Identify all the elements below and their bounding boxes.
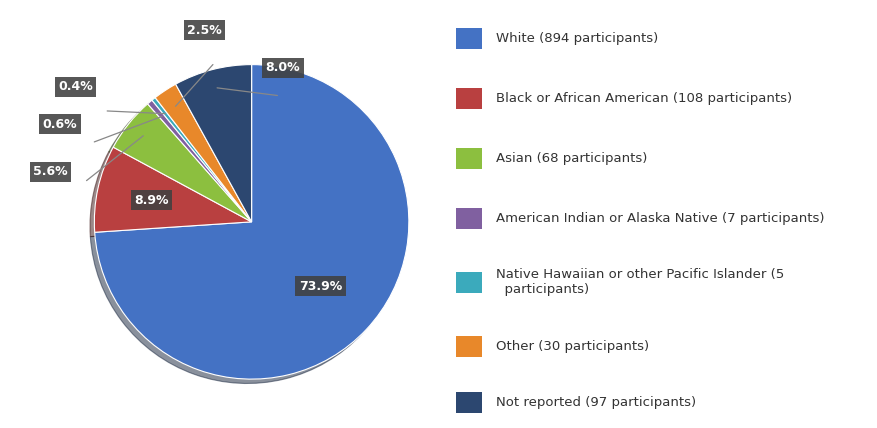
FancyBboxPatch shape xyxy=(456,148,482,169)
Wedge shape xyxy=(155,84,252,222)
FancyBboxPatch shape xyxy=(456,28,482,49)
Wedge shape xyxy=(147,100,252,222)
Wedge shape xyxy=(95,65,409,379)
Text: American Indian or Alaska Native (7 participants): American Indian or Alaska Native (7 part… xyxy=(496,212,824,225)
FancyBboxPatch shape xyxy=(456,208,482,229)
Wedge shape xyxy=(95,147,252,232)
Text: 8.0%: 8.0% xyxy=(266,61,300,74)
FancyBboxPatch shape xyxy=(456,272,482,293)
Text: Other (30 participants): Other (30 participants) xyxy=(496,340,649,353)
Wedge shape xyxy=(113,104,252,222)
Text: 5.6%: 5.6% xyxy=(33,165,68,178)
Text: 0.6%: 0.6% xyxy=(42,118,77,131)
Text: Native Hawaiian or other Pacific Islander (5
  participants): Native Hawaiian or other Pacific Islande… xyxy=(496,268,784,297)
FancyBboxPatch shape xyxy=(456,88,482,109)
Text: White (894 participants): White (894 participants) xyxy=(496,32,658,45)
Text: Asian (68 participants): Asian (68 participants) xyxy=(496,152,647,165)
Text: 8.9%: 8.9% xyxy=(134,193,169,207)
Text: 0.4%: 0.4% xyxy=(58,80,93,93)
Text: 2.5%: 2.5% xyxy=(187,24,222,36)
FancyBboxPatch shape xyxy=(456,336,482,357)
Text: 73.9%: 73.9% xyxy=(299,280,342,293)
Wedge shape xyxy=(152,98,252,222)
Wedge shape xyxy=(175,65,252,222)
Text: Black or African American (108 participants): Black or African American (108 participa… xyxy=(496,92,792,105)
Text: Not reported (97 participants): Not reported (97 participants) xyxy=(496,396,695,409)
FancyBboxPatch shape xyxy=(456,392,482,413)
